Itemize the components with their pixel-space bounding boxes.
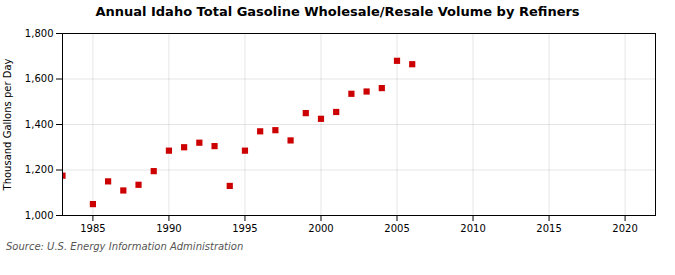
svg-text:2010: 2010 (460, 223, 485, 234)
svg-text:1,000: 1,000 (25, 210, 54, 221)
svg-text:2020: 2020 (612, 223, 637, 234)
svg-text:1,600: 1,600 (25, 73, 54, 84)
svg-text:2005: 2005 (384, 223, 409, 234)
svg-text:1985: 1985 (80, 223, 105, 234)
svg-text:2000: 2000 (308, 223, 333, 234)
svg-text:1,400: 1,400 (25, 119, 54, 130)
svg-text:1,200: 1,200 (25, 164, 54, 175)
svg-text:Thousand Gallons per Day: Thousand Gallons per Day (2, 58, 13, 191)
svg-text:2015: 2015 (536, 223, 561, 234)
svg-text:1,800: 1,800 (25, 28, 54, 39)
svg-text:1990: 1990 (156, 223, 181, 234)
html-text:Annual Idaho Total Gasoline Wh: Annual Idaho Total Gasoline Wholesale/Re… (95, 4, 580, 19)
svg-text:1995: 1995 (232, 223, 257, 234)
html-text:Source: U.S. Energy Informatio: Source: U.S. Energy Information Administ… (6, 241, 244, 252)
